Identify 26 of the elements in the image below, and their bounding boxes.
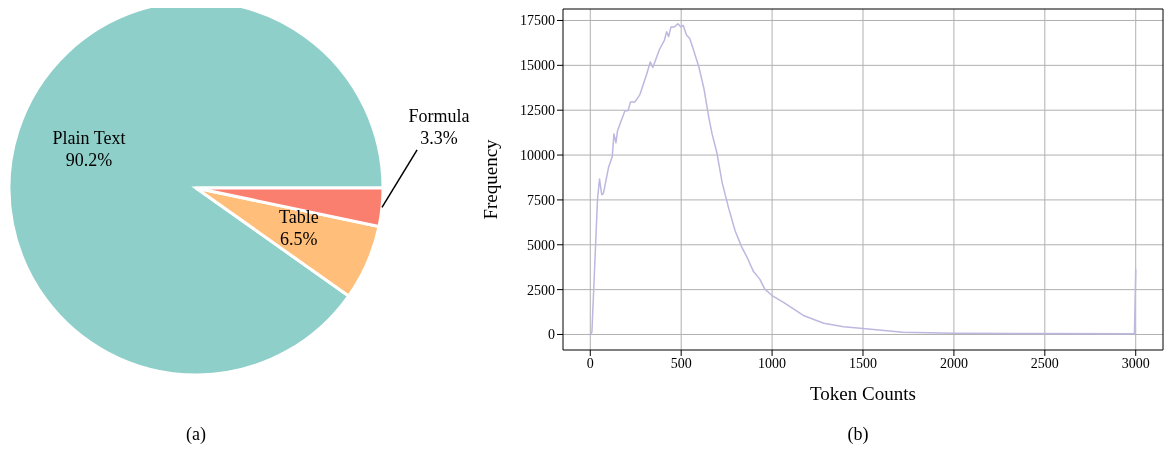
- text: (b): [846, 424, 870, 445]
- y-tick-label: 17500: [520, 13, 555, 29]
- x-tick-label: 1000: [758, 355, 787, 371]
- line-series: [589, 22, 1137, 336]
- x-tick-label: 2500: [1030, 355, 1059, 371]
- slice-label: Formula: [408, 105, 470, 126]
- y-tick-label: 5000: [527, 237, 555, 253]
- y-tick-label: 15000: [520, 58, 555, 74]
- x-tick-label: 3000: [1121, 355, 1150, 371]
- y-tick-label: 0: [548, 327, 555, 343]
- data-label: 3.3%: [420, 127, 458, 148]
- x-tick-label: 1500: [849, 355, 877, 371]
- slice-label: Plain Text: [52, 128, 126, 148]
- y-tick-label: 12500: [520, 103, 555, 119]
- data-label: 6.5%: [280, 228, 318, 249]
- y-tick-label: 7500: [527, 192, 555, 208]
- y-tick-label: 10000: [520, 148, 555, 164]
- slice-label: Table: [278, 206, 319, 227]
- x-axis-title: Token Counts: [810, 383, 916, 404]
- x-tick-label: 2000: [939, 355, 968, 371]
- data-label: 90.2%: [65, 150, 113, 170]
- x-tick-label: 500: [670, 355, 692, 371]
- text: (a): [185, 424, 207, 445]
- y-tick-label: 2500: [527, 282, 555, 298]
- x-tick-label: 0: [586, 355, 594, 371]
- y-axis-title: Frequency: [479, 138, 501, 220]
